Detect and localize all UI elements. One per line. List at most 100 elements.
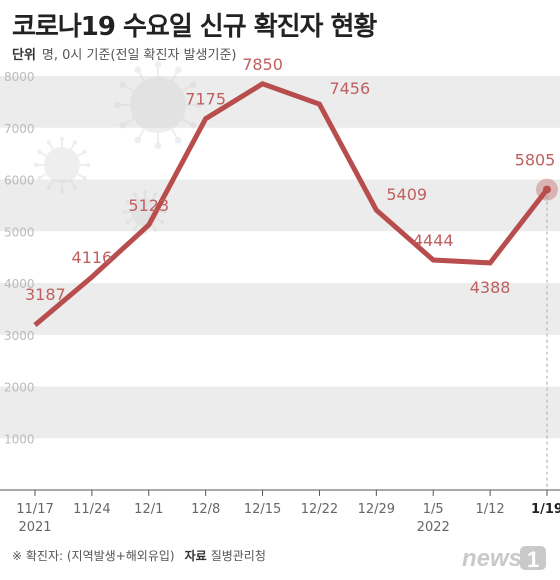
- footnote-text: ※ 확진자: (지역발생+해외유입): [12, 549, 175, 563]
- virus-spike: [171, 128, 180, 141]
- virus-spike-tip: [85, 162, 91, 168]
- grid-band: [0, 76, 560, 128]
- virus-spike: [70, 180, 76, 189]
- virus-spike-tip: [59, 188, 65, 194]
- footnote: ※ 확진자: (지역발생+해외유입) 자료 질병관리청: [12, 547, 266, 564]
- y-tick-label: 7000: [4, 122, 35, 136]
- data-label: 4388: [470, 278, 511, 297]
- y-tick-label: 3000: [4, 329, 35, 343]
- virus-spike: [126, 218, 134, 224]
- unit-text: 명, 0시 기준(전일 확진자 발생기준): [41, 48, 237, 63]
- virus-spike-tip: [59, 136, 65, 142]
- y-axis-ticks: 1000 2000 3000 4000 5000 6000 7000 8000: [4, 70, 548, 490]
- virus-spike-tip: [72, 185, 78, 190]
- virus-spike-tip: [153, 227, 158, 232]
- virus-spike-tip: [163, 210, 168, 214]
- grid-band: [0, 386, 560, 439]
- virus-spike-tip: [125, 220, 130, 225]
- x-tick-label: 12/29: [358, 502, 395, 517]
- virus-spike: [122, 83, 135, 92]
- grid-bands: [0, 76, 560, 439]
- x-tick-label: 1/19: [531, 502, 560, 517]
- virus-body: [130, 77, 186, 133]
- x-year-label: 2022: [417, 520, 450, 535]
- x-tick-label: 12/22: [301, 502, 338, 517]
- y-tick-label: 4000: [4, 277, 35, 291]
- virus-spike-tip: [82, 175, 87, 181]
- virus-spike-tip: [37, 175, 42, 181]
- chart-title: 코로나19 수요일 신규 확진자 현황: [12, 12, 377, 42]
- virus-icon: [33, 136, 91, 194]
- data-label: 7850: [242, 55, 283, 74]
- virus-spike-tip: [189, 81, 197, 89]
- y-tick-label: 5000: [4, 225, 35, 239]
- x-tick-label: 12/15: [244, 502, 281, 517]
- virus-spike: [70, 141, 76, 150]
- virus-spike: [133, 193, 139, 201]
- virus-spike: [171, 69, 180, 82]
- virus-spike: [48, 141, 54, 150]
- virus-body: [44, 147, 80, 183]
- virus-decoration: [33, 61, 202, 235]
- data-label: 5123: [128, 196, 169, 215]
- virus-spike: [181, 83, 194, 92]
- virus-spike-tip: [134, 66, 142, 74]
- virus-spike: [136, 128, 145, 141]
- data-label: 4116: [72, 248, 113, 267]
- x-tick-label: 11/17: [16, 502, 53, 517]
- virus-spike: [38, 173, 47, 179]
- data-label: 3187: [25, 285, 66, 304]
- svg-text:news: news: [462, 545, 522, 572]
- virus-spike-tip: [82, 149, 87, 155]
- virus-spike-tip: [132, 192, 137, 197]
- virus-spike: [181, 118, 194, 127]
- virus-spike-tip: [46, 185, 52, 190]
- x-axis-ticks: 11/17 11/24 12/1 12/8 12/15 12/22 12/29 1/5 1/12…: [0, 489, 560, 535]
- data-label: 7456: [329, 79, 370, 98]
- series-layer: [33, 81, 558, 327]
- virus-spike: [136, 69, 145, 82]
- virus-spike-tip: [134, 136, 142, 144]
- source-text: 질병관리청: [210, 549, 266, 563]
- series-line: [33, 81, 549, 327]
- virus-spike-tip: [46, 140, 52, 145]
- y-tick-label: 8000: [4, 70, 35, 84]
- virus-spike: [77, 173, 86, 179]
- data-label: 5409: [386, 185, 427, 204]
- unit-label: 단위: [12, 48, 36, 63]
- y-tick-label: 2000: [4, 381, 35, 395]
- virus-spike: [122, 118, 135, 127]
- y-tick-label: 6000: [4, 174, 35, 188]
- data-labels: 3187 4116 5123 7175 7850 7456 5409 4444 4388 5805: [25, 55, 555, 304]
- x-tick-label: 12/8: [191, 502, 220, 517]
- news1-logo: news 1: [462, 545, 546, 572]
- virus-spike-tip: [195, 101, 202, 109]
- grid-band: [0, 283, 560, 335]
- data-label: 7175: [185, 90, 226, 109]
- svg-text:1: 1: [527, 547, 539, 572]
- virus-spike-tip: [33, 162, 39, 168]
- virus-spike-tip: [132, 227, 137, 232]
- virus-spike: [151, 193, 157, 201]
- virus-spike-tip: [189, 121, 197, 129]
- virus-spike-tip: [154, 61, 162, 68]
- virus-spike: [133, 223, 139, 231]
- virus-spike: [38, 151, 47, 157]
- x-tick-label: 1/5: [423, 502, 444, 517]
- virus-icon: [114, 61, 202, 149]
- virus-spike-tip: [154, 142, 162, 149]
- virus-spike: [77, 151, 86, 157]
- virus-spike-tip: [143, 189, 147, 194]
- virus-spike-tip: [174, 66, 182, 74]
- data-label: 4444: [413, 231, 454, 250]
- virus-spike-tip: [119, 81, 127, 89]
- virus-spike-tip: [153, 192, 158, 197]
- virus-spike-tip: [125, 199, 130, 204]
- virus-spike-tip: [119, 121, 127, 129]
- x-year-label: 2021: [18, 520, 51, 535]
- virus-spike-tip: [72, 140, 78, 145]
- virus-spike: [156, 218, 164, 224]
- virus-spike-tip: [114, 101, 121, 109]
- virus-spike: [48, 180, 54, 189]
